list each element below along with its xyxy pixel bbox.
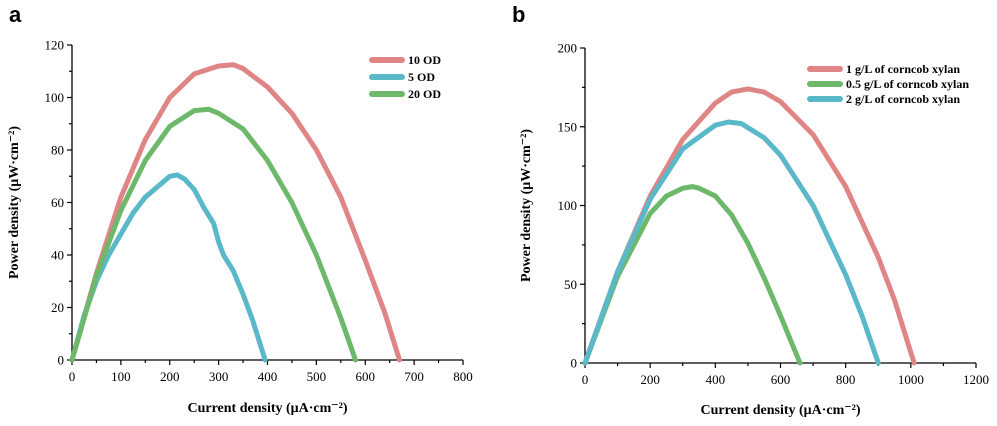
panel-b-y-axis-title: Power density (μW·cm⁻²) <box>519 129 534 282</box>
panel-b-chart: 0 200 400 600 800 1000 1200 0 50 100 150 200 Current… <box>519 41 989 419</box>
panel-b-x-tick-label: 800 <box>836 372 856 387</box>
panel-b-legend-label-1: 0.5 g/L of corncob xylan <box>846 77 969 91</box>
panel-b-y-tick-label: 0 <box>571 356 578 371</box>
panel-a-x-tick-label: 700 <box>404 369 424 384</box>
panel-b-x-axis-title: Current density (μA·cm⁻²) <box>700 403 860 418</box>
panel-a-series-line-1 <box>69 172 268 363</box>
panel-a-x-axis-title: Current density (μA·cm⁻²) <box>187 401 347 416</box>
panel-b-y-tick-label: 100 <box>558 198 578 213</box>
panel-b-series-line-1 <box>582 184 803 366</box>
panel-a-y-tick-label: 20 <box>51 300 64 315</box>
panel-a-series-line-2 <box>69 106 358 363</box>
panel-b-x-tick-label: 0 <box>582 372 589 387</box>
panel-a-legend-label-0: 10 OD <box>408 53 441 67</box>
panel-a-y-tick-label: 60 <box>51 195 64 210</box>
panel-a-x-tick-label: 300 <box>209 369 229 384</box>
panel-a-x-tick-label: 400 <box>258 369 278 384</box>
panel-a-x-tick-label: 500 <box>307 369 327 384</box>
panel-b-series-line-2 <box>582 119 881 366</box>
panel-b-x-tick-label: 1000 <box>898 372 924 387</box>
panel-a-y-tick-label: 40 <box>51 248 64 263</box>
panel-b-y-tick-label: 50 <box>564 277 577 292</box>
panel-a-series-line-0 <box>69 62 402 363</box>
panel-b-x-tick-label: 1200 <box>963 372 989 387</box>
panel-b-x-tick-label: 400 <box>706 372 726 387</box>
panel-label-b: b <box>512 2 525 27</box>
panel-a-legend-label-1: 5 OD <box>408 70 435 84</box>
panel-b-legend-label-0: 1 g/L of corncob xylan <box>846 62 960 76</box>
panel-a-y-tick-label: 80 <box>51 143 64 158</box>
panel-a-y-tick-label: 0 <box>58 353 65 368</box>
panel-b-x-tick-label: 600 <box>771 372 791 387</box>
panel-a-x-tick-label: 200 <box>160 369 180 384</box>
panel-a-x-tick-label: 100 <box>111 369 131 384</box>
panel-b-y-tick-label: 150 <box>558 119 578 134</box>
panel-a-legend: 10 OD 5 OD 20 OD <box>369 53 441 101</box>
panel-b-x-tick-label: 200 <box>640 372 660 387</box>
panel-a-chart: 0 100 200 300 400 500 600 700 800 0 20 40 60 80 100 120… <box>7 38 473 417</box>
panel-a-legend-label-2: 20 OD <box>408 87 441 101</box>
panel-b-y-tick-label: 200 <box>558 41 578 56</box>
panel-a-x-tick-label: 800 <box>453 369 473 384</box>
panel-a-y-axis-title: Power density (μW·cm⁻²) <box>7 126 22 279</box>
panel-a-y-tick-label: 100 <box>45 90 65 105</box>
panel-a-x-tick-label: 0 <box>69 369 76 384</box>
panel-a-x-tick-label: 600 <box>356 369 376 384</box>
panel-b-legend-label-2: 2 g/L of corncob xylan <box>846 92 960 106</box>
panel-label-a: a <box>9 2 22 27</box>
panel-a-y-tick-label: 120 <box>45 38 65 53</box>
